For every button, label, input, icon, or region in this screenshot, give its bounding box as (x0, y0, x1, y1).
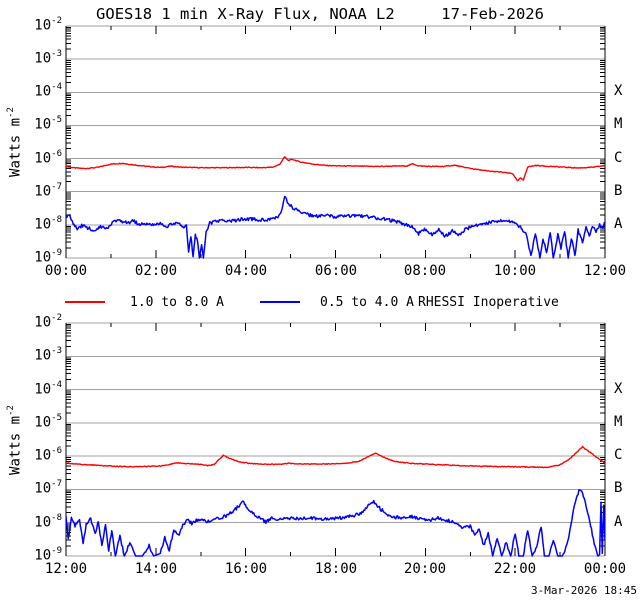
x-axis-tick-label: 16:00 (224, 561, 268, 577)
y-axis-tick-label: 10-4 (34, 380, 62, 398)
flux-class-label: M (614, 116, 623, 132)
series-long-channel-panel-1 (66, 156, 605, 182)
x-axis-tick-label: 20:00 (403, 561, 447, 577)
y-axis-title: Watts m-2 (6, 405, 24, 475)
x-axis-tick-label: 18:00 (314, 561, 358, 577)
rhessi-status-note: RHESSI Inoperative (418, 295, 559, 310)
flux-class-label: X (614, 83, 623, 99)
series-short-channel-panel-1 (66, 195, 605, 259)
legend-line-short-channel (260, 301, 300, 303)
y-axis-tick-label: 10-9 (34, 546, 62, 564)
flux-class-label: C (614, 150, 623, 166)
x-axis-tick-label: 06:00 (314, 263, 358, 279)
flux-class-label: X (614, 381, 623, 397)
y-axis-tick-label: 10-8 (34, 215, 62, 233)
x-axis-tick-label: 04:00 (224, 263, 268, 279)
legend-label-short-channel: 0.5 to 4.0 A (320, 295, 414, 310)
series-short-channel-panel-2 (66, 489, 605, 557)
y-axis-tick-label: 10-8 (34, 513, 62, 531)
flux-class-label: A (614, 216, 623, 232)
y-axis-title: Watts m-2 (6, 107, 24, 177)
x-axis-tick-label: 12:00 (44, 561, 88, 577)
y-axis-tick-label: 10-3 (34, 346, 62, 364)
x-axis-tick-label: 12:00 (583, 263, 627, 279)
legend-label-long-channel: 1.0 to 8.0 A (130, 295, 224, 310)
x-axis-tick-label: 02:00 (134, 263, 178, 279)
x-axis-tick-label: 00:00 (44, 263, 88, 279)
y-axis-tick-label: 10-4 (34, 82, 62, 100)
plot-title: GOES18 1 min X-Ray Flux, NOAA L2 17-Feb-… (96, 5, 544, 23)
flux-class-label: B (614, 183, 623, 199)
y-axis-tick-label: 10-5 (34, 115, 62, 133)
flux-class-label: B (614, 480, 623, 496)
y-axis-tick-label: 10-5 (34, 413, 62, 431)
y-axis-tick-label: 10-6 (34, 446, 62, 464)
x-axis-tick-label: 08:00 (403, 263, 447, 279)
y-axis-tick-label: 10-2 (34, 313, 62, 331)
plot-generated-timestamp: 3-Mar-2026 18:45 (531, 584, 637, 597)
y-axis-tick-label: 10-9 (34, 248, 62, 266)
x-axis-tick-label: 00:00 (583, 561, 627, 577)
flux-class-label: A (614, 514, 623, 530)
x-axis-tick-label: 10:00 (493, 263, 537, 279)
legend-line-long-channel (65, 301, 105, 303)
series-long-channel-panel-2 (66, 445, 605, 469)
y-axis-tick-label: 10-6 (34, 149, 62, 167)
x-axis-tick-label: 14:00 (134, 561, 178, 577)
flux-class-label: M (614, 414, 623, 430)
y-axis-tick-label: 10-2 (34, 16, 62, 34)
x-axis-tick-label: 22:00 (493, 561, 537, 577)
y-axis-tick-label: 10-7 (34, 479, 62, 497)
y-axis-tick-label: 10-7 (34, 182, 62, 200)
y-axis-tick-label: 10-3 (34, 49, 62, 67)
flux-class-label: C (614, 447, 623, 463)
